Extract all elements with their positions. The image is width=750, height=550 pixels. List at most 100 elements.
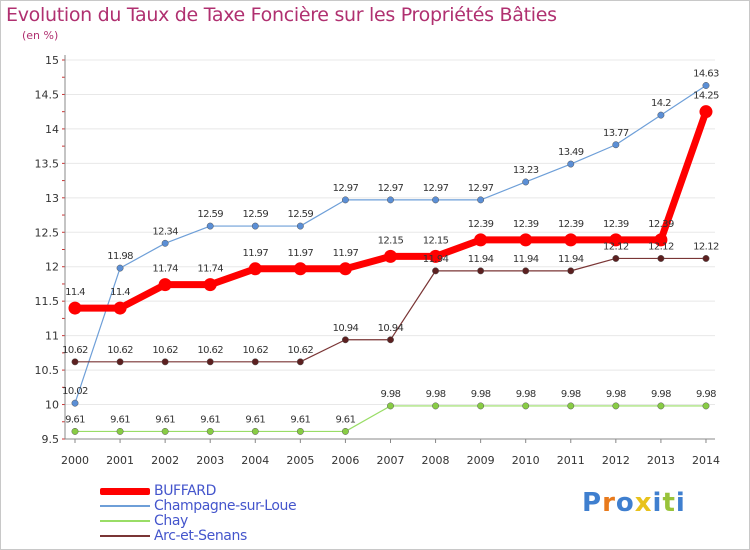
data-label-champagne-sur-loue: 12.97	[468, 183, 494, 194]
data-label-chay: 9.98	[516, 389, 536, 400]
x-tick-label: 2012	[602, 454, 630, 467]
legend-item-chay: Chay	[100, 513, 360, 529]
logo-letter: i	[675, 488, 686, 518]
data-label-chay: 9.61	[110, 414, 130, 425]
x-tick-label: 2001	[106, 454, 134, 467]
data-label-chay: 9.98	[381, 389, 401, 400]
data-label-chay: 9.61	[65, 414, 85, 425]
data-point-arc-et-senans	[296, 358, 304, 366]
data-label-buffard: 12.39	[468, 219, 494, 230]
data-label-arc-et-senans: 10.62	[288, 345, 314, 356]
data-point-arc-et-senans	[206, 358, 214, 366]
data-label-arc-et-senans: 10.62	[152, 345, 178, 356]
data-label-buffard: 14.25	[693, 91, 719, 102]
x-tick-label: 2008	[422, 454, 450, 467]
data-point-buffard	[113, 301, 127, 315]
data-point-chay	[387, 402, 394, 410]
x-tick-label: 2005	[286, 454, 314, 467]
data-label-chay: 9.98	[561, 389, 581, 400]
y-tick-label: 13.5	[35, 157, 60, 170]
data-point-buffard	[158, 278, 172, 292]
data-label-chay: 9.61	[155, 414, 175, 425]
data-point-chay	[251, 427, 259, 435]
data-label-buffard: 12.39	[558, 219, 584, 230]
data-point-buffard	[654, 233, 668, 247]
data-label-arc-et-senans: 12.12	[648, 241, 674, 252]
y-tick-label: 12	[45, 261, 59, 274]
data-point-champagne-sur-loue	[657, 111, 665, 119]
data-point-arc-et-senans	[71, 358, 79, 366]
x-tick-label: 2003	[196, 454, 224, 467]
x-tick-label: 2000	[61, 454, 89, 467]
data-label-buffard: 11.74	[197, 264, 223, 275]
data-label-layer: 10.02 11.98 12.34 12.59 12.59 12.59 12.97 12.97…	[62, 68, 719, 425]
data-point-chay	[116, 427, 124, 435]
data-label-buffard: 12.15	[378, 235, 404, 246]
data-label-arc-et-senans: 11.94	[513, 254, 539, 265]
data-point-chay	[341, 427, 349, 435]
data-point-buffard	[248, 262, 262, 276]
data-label-buffard: 12.39	[648, 219, 674, 230]
legend: BUFFARD Champagne-sur-Loue Chay Arc-et-S…	[100, 483, 360, 544]
data-point-buffard	[519, 233, 533, 247]
data-point-arc-et-senans	[612, 255, 620, 262]
data-point-arc-et-senans	[522, 267, 530, 275]
data-point-champagne-sur-loue	[296, 222, 304, 230]
legend-swatch	[100, 487, 150, 495]
data-point-champagne-sur-loue	[477, 196, 485, 204]
data-point-chay	[702, 402, 710, 410]
data-point-chay	[432, 402, 440, 410]
data-point-chay	[71, 427, 79, 435]
data-point-champagne-sur-loue	[206, 222, 214, 230]
data-point-chay	[567, 402, 575, 410]
data-point-arc-et-senans	[116, 358, 124, 366]
data-point-arc-et-senans	[702, 255, 710, 262]
data-point-champagne-sur-loue	[161, 239, 169, 247]
data-label-champagne-sur-loue: 12.59	[197, 209, 223, 220]
y-tick-label: 10.5	[35, 364, 60, 377]
logo-letter: r	[602, 488, 616, 518]
legend-label: Chay	[154, 513, 188, 529]
data-label-champagne-sur-loue: 14.2	[651, 98, 671, 109]
legend-item-arc-et-senans: Arc-et-Senans	[100, 528, 360, 544]
y-tick-label: 11	[45, 330, 59, 343]
data-label-buffard: 12.39	[603, 219, 629, 230]
data-label-buffard: 12.15	[423, 235, 449, 246]
y-tick-label: 11.5	[35, 295, 60, 308]
x-tick-label: 2010	[512, 454, 540, 467]
data-label-chay: 9.61	[200, 414, 220, 425]
x-tick-label: 2009	[467, 454, 495, 467]
data-point-chay	[657, 402, 665, 410]
data-point-champagne-sur-loue	[432, 196, 440, 204]
y-tick-label: 13	[45, 192, 59, 205]
data-point-buffard	[68, 301, 82, 315]
data-point-champagne-sur-loue	[251, 222, 259, 230]
logo-letter: t	[662, 488, 676, 518]
data-label-arc-et-senans: 10.94	[378, 323, 404, 334]
data-label-champagne-sur-loue: 11.98	[107, 251, 133, 262]
data-point-champagne-sur-loue	[341, 196, 349, 204]
x-tick-label: 2004	[241, 454, 269, 467]
x-tick-label: 2007	[376, 454, 404, 467]
data-point-champagne-sur-loue	[387, 196, 394, 204]
legend-label: BUFFARD	[154, 483, 216, 499]
y-tick-label: 10	[45, 399, 59, 412]
data-label-champagne-sur-loue: 12.59	[288, 209, 314, 220]
data-label-buffard: 11.4	[65, 287, 85, 298]
data-point-arc-et-senans	[251, 358, 259, 366]
data-point-champagne-sur-loue	[702, 82, 710, 89]
legend-label: Champagne-sur-Loue	[154, 498, 297, 514]
data-point-buffard	[293, 262, 307, 276]
x-tick-label: 2013	[647, 454, 675, 467]
data-point-arc-et-senans	[341, 336, 349, 344]
data-point-champagne-sur-loue	[567, 160, 575, 168]
data-point-buffard	[203, 278, 217, 292]
data-point-chay	[296, 427, 304, 435]
chart-subtitle: (en %)	[22, 29, 59, 42]
y-tick-label: 12.5	[35, 226, 60, 239]
data-label-arc-et-senans: 11.94	[558, 254, 584, 265]
data-label-champagne-sur-loue: 12.34	[152, 226, 178, 237]
data-label-buffard: 11.97	[333, 248, 359, 259]
logo-letter: x	[634, 488, 653, 518]
